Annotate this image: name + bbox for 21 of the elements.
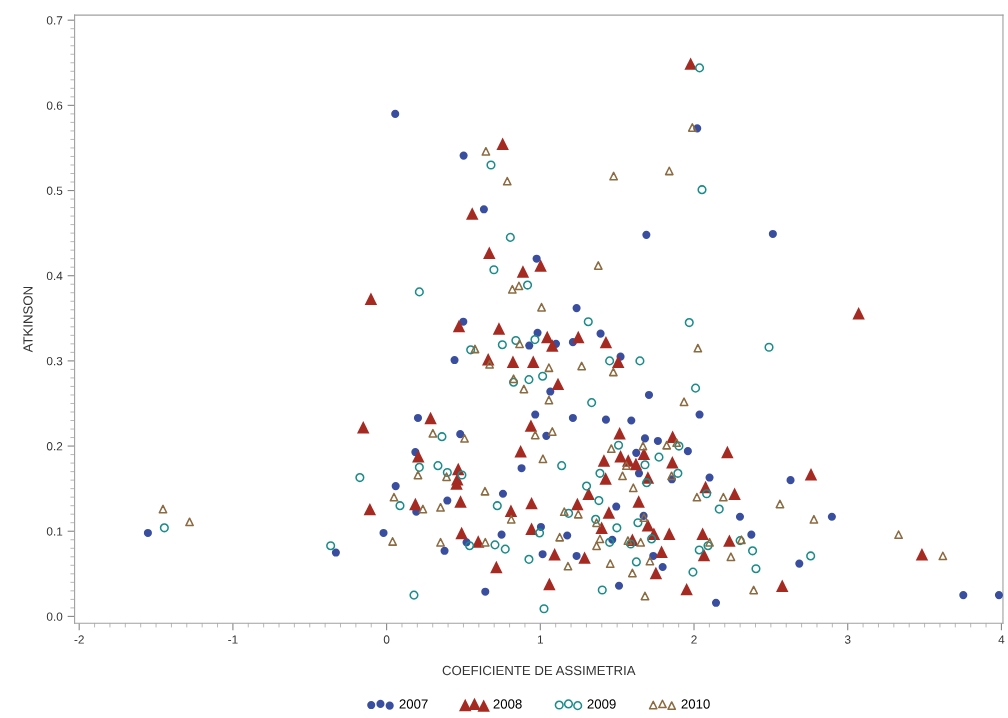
y-tick-label: 0.7 bbox=[46, 16, 63, 25]
x-axis-title: COEFICIENTE DE ASSIMETRIA bbox=[442, 665, 636, 676]
x-tick-label: 4 bbox=[998, 635, 1005, 644]
legend-label: 2010 bbox=[681, 699, 710, 709]
y-tick-label: 0.6 bbox=[46, 101, 63, 110]
y-tick-label: 0.1 bbox=[46, 527, 63, 536]
x-tick-label: -1 bbox=[228, 635, 238, 644]
y-tick-label: 0.4 bbox=[46, 271, 63, 281]
y-tick-label: 0.5 bbox=[46, 186, 63, 195]
y-axis-title: ATKINSON bbox=[23, 286, 33, 353]
y-tick-label: 0.3 bbox=[46, 356, 63, 366]
y-tick-label: 0.0 bbox=[46, 612, 63, 621]
x-tick-label: -2 bbox=[74, 635, 84, 644]
legend-label: 2007 bbox=[399, 699, 428, 709]
x-tick-label: 3 bbox=[844, 635, 851, 644]
y-tick-label: 0.2 bbox=[46, 442, 63, 451]
legend-label: 2009 bbox=[587, 699, 616, 709]
x-tick-label: 1 bbox=[537, 635, 544, 644]
legend-label: 2008 bbox=[493, 699, 522, 709]
x-tick-label: 2 bbox=[691, 635, 697, 644]
x-tick-label: 0 bbox=[383, 635, 390, 644]
